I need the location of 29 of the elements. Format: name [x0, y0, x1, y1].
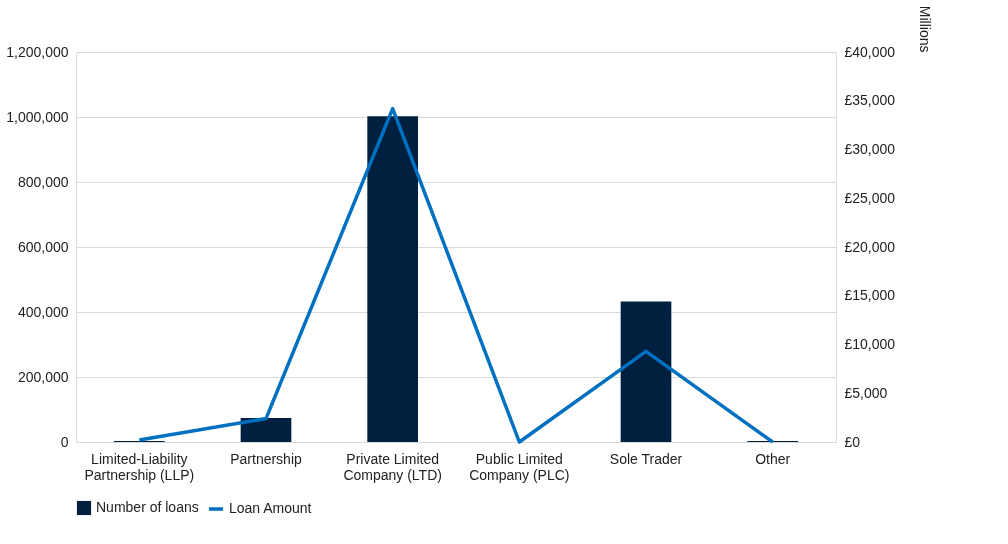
y2-tick-label: £5,000 — [844, 384, 888, 401]
y-tick-label: 200,000 — [17, 368, 69, 385]
legend-label: Number of loans — [96, 499, 199, 515]
x-tick-label: Limited-Liability Partnership (LLP) — [84, 450, 195, 483]
bar — [367, 116, 418, 442]
line-series — [137, 106, 775, 444]
y-tick-label: 600,000 — [17, 238, 69, 255]
y2-tick-label: £30,000 — [844, 141, 896, 157]
y2-tick-label: £40,000 — [844, 43, 896, 60]
y2-tick-label: £25,000 — [844, 189, 896, 206]
legend-label: Loan Amount — [229, 500, 312, 516]
bar — [240, 417, 292, 442]
bar — [620, 301, 672, 442]
x-tick-label: Other — [755, 450, 791, 467]
y-tick-label: 0 — [60, 433, 69, 450]
y-tick-label: 1,200,000 — [6, 43, 69, 60]
x-tick-label: Private Limited Company (LTD) — [343, 450, 442, 483]
y-tick-label: 400,000 — [17, 303, 69, 320]
y2-tick-label: £20,000 — [844, 238, 896, 255]
y-tick-label: 800,000 — [17, 173, 69, 190]
y2-tick-label: £10,000 — [844, 336, 896, 352]
y2-tick-label: £35,000 — [844, 92, 896, 109]
x-tick-label: Public Limited Company (PLC) — [469, 450, 570, 483]
y2-tick-label: £0 — [844, 433, 861, 450]
x-tick-label: Sole Trader — [609, 450, 683, 467]
x-tick-label: Partnership — [230, 450, 303, 467]
y-tick-label: 1,000,000 — [6, 108, 69, 125]
y2-tick-label: £15,000 — [844, 287, 896, 304]
y2-axis-title: Millions — [916, 5, 933, 53]
